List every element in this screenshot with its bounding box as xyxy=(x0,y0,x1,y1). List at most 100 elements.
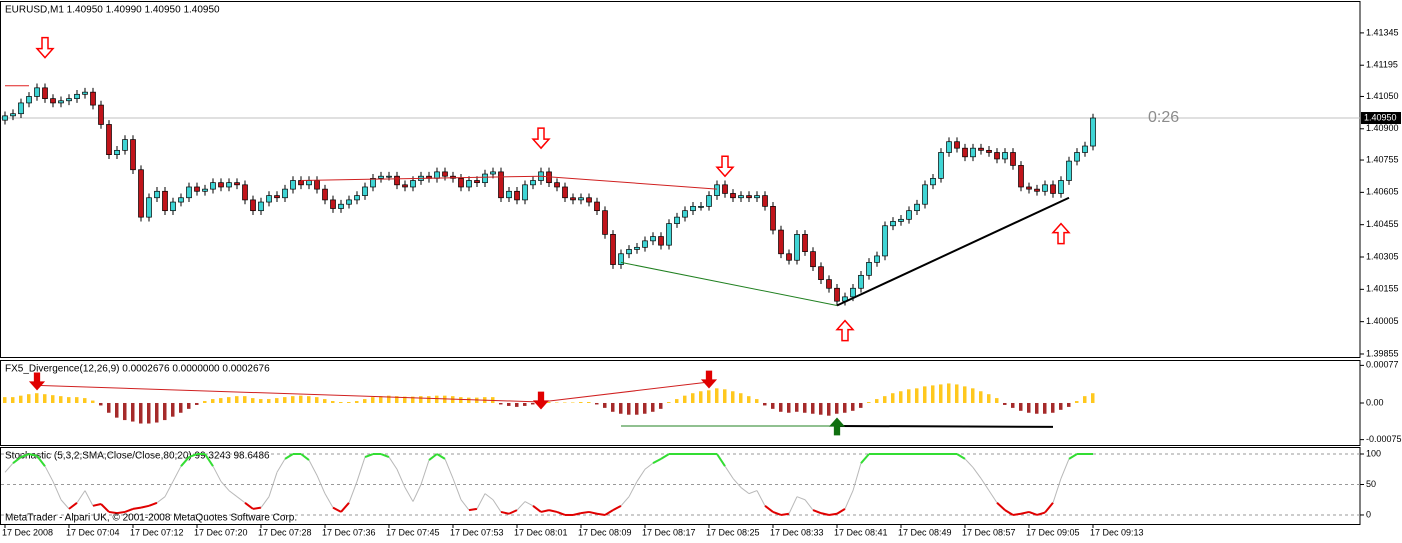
stochastic-segment xyxy=(524,501,534,507)
histogram-bar xyxy=(659,402,663,409)
stochastic-segment xyxy=(4,462,14,473)
stochastic-segment xyxy=(476,493,486,510)
histogram-bar xyxy=(1083,396,1087,403)
histogram-bar xyxy=(259,399,263,403)
stochastic-segment xyxy=(836,508,846,515)
histogram-bar xyxy=(403,396,407,403)
histogram-bar xyxy=(427,396,431,403)
histogram-bar xyxy=(155,402,159,423)
histogram-bar xyxy=(67,397,71,403)
stochastic-segment xyxy=(788,496,798,514)
stochastic-segment xyxy=(76,490,86,504)
candle-body xyxy=(930,178,936,186)
stochastic-segment xyxy=(60,499,70,510)
stochastic-segment xyxy=(300,453,310,461)
histogram-bar xyxy=(395,396,399,403)
stochastic-segment xyxy=(452,478,462,500)
histogram-bar xyxy=(715,388,719,403)
candle-body xyxy=(642,240,648,248)
signal-arrow xyxy=(531,127,551,150)
histogram-bar xyxy=(875,399,879,403)
stochastic-segment xyxy=(756,490,766,507)
panel-title: Stochastic (5,3,2,SMA,Close/Close,80,20)… xyxy=(5,451,270,462)
candle-body xyxy=(34,87,40,97)
candle-body xyxy=(946,141,952,153)
candle-body xyxy=(362,186,368,196)
stochastic-segment xyxy=(164,481,174,497)
x-tick-label: 17 Dec 07:20 xyxy=(194,527,248,537)
candle-body xyxy=(18,102,24,115)
candle-body xyxy=(346,199,352,205)
stochastic-segment xyxy=(324,493,334,508)
histogram-bar xyxy=(955,384,959,403)
histogram-bar xyxy=(307,396,311,403)
stochastic-segment xyxy=(100,503,110,513)
candle-body xyxy=(90,91,96,106)
stochastic-segment xyxy=(332,506,342,513)
stochastic-segment xyxy=(588,510,598,515)
histogram-bar xyxy=(1051,402,1055,413)
histogram-bar xyxy=(115,402,119,418)
stochastic-segment xyxy=(84,490,94,507)
histogram-bar xyxy=(995,398,999,403)
histogram-bar xyxy=(683,395,687,403)
stochastic-segment xyxy=(460,499,470,511)
histogram-bar xyxy=(3,397,7,403)
histogram-bar xyxy=(299,395,303,403)
stochastic-segment xyxy=(1044,502,1054,514)
candle-body xyxy=(778,229,784,255)
x-tick-label: 17 Dec 08:09 xyxy=(578,527,632,537)
stochastic-segment xyxy=(20,453,30,458)
histogram-bar xyxy=(907,389,911,403)
y-tick-label: 1.40305 xyxy=(1366,251,1399,261)
stochastic-segment xyxy=(988,490,998,504)
stochastic-segment xyxy=(276,458,286,473)
histogram-bar xyxy=(43,394,47,403)
stochastic-segment xyxy=(732,478,742,488)
stochastic-segment xyxy=(860,453,870,464)
histogram-bar xyxy=(459,397,463,403)
histogram-bar xyxy=(843,402,847,413)
histogram-bar xyxy=(675,399,679,403)
stochastic-segment xyxy=(28,453,38,457)
histogram-bar xyxy=(931,385,935,403)
histogram-bar xyxy=(499,402,503,405)
histogram-bar xyxy=(1043,402,1047,414)
candle-body xyxy=(370,178,376,188)
histogram-bar xyxy=(587,402,591,403)
stochastic-segment xyxy=(484,493,494,501)
stochastic-segment xyxy=(1068,453,1078,460)
candle-body xyxy=(474,180,480,184)
histogram-bar xyxy=(603,402,607,408)
candle-body xyxy=(914,203,920,212)
histogram-bar xyxy=(635,402,639,415)
candle-body xyxy=(10,113,16,117)
candle-body xyxy=(514,190,520,201)
y-tick-label: 0.00077 xyxy=(1366,360,1399,370)
candle-body xyxy=(954,141,960,149)
histogram-bar xyxy=(283,397,287,403)
candle-body xyxy=(42,87,48,99)
candle-body xyxy=(730,193,736,199)
y-tick-label: 50 xyxy=(1366,479,1376,489)
stochastic-segment xyxy=(188,453,198,458)
candle-body xyxy=(26,96,32,104)
stochastic-segment xyxy=(428,453,438,461)
candle-body xyxy=(266,195,272,203)
candle-body xyxy=(1066,160,1072,181)
candle-body xyxy=(562,186,568,199)
candle-body xyxy=(762,195,768,207)
stochastic-segment xyxy=(996,502,1006,511)
histogram-bar xyxy=(827,402,831,416)
histogram-bar xyxy=(147,402,151,424)
footer: MetaTrader - Alpari UK, © 2001-2008 Meta… xyxy=(5,513,297,524)
signal-arrow xyxy=(28,372,46,391)
candle-body xyxy=(250,199,256,212)
histogram-bar xyxy=(275,398,279,403)
candle-body xyxy=(234,182,240,186)
histogram-bar xyxy=(627,402,631,415)
histogram-bar xyxy=(707,390,711,403)
histogram-bar xyxy=(515,402,519,407)
candle-body xyxy=(818,266,824,280)
